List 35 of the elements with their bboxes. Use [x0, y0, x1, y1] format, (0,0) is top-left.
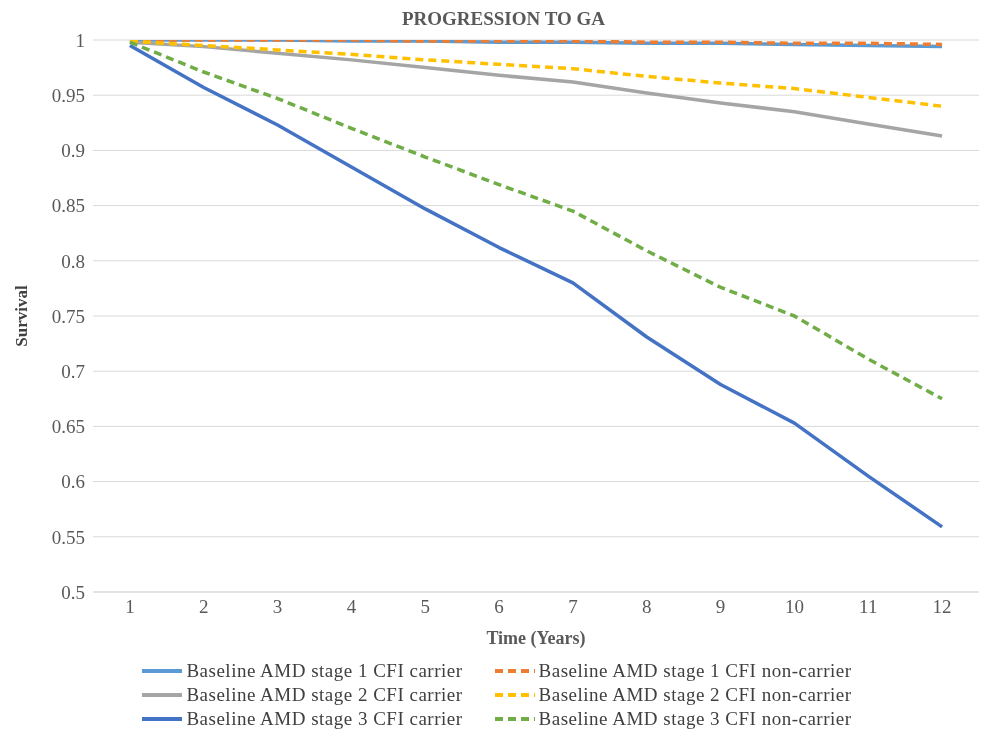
line-series [128, 40, 944, 108]
legend-label: Baseline AMD stage 3 CFI non-carrier [538, 708, 852, 730]
x-tick-label: 6 [494, 596, 504, 618]
y-tick-label: 0.8 [61, 250, 85, 272]
x-tick-label: 10 [784, 596, 804, 618]
legend-label: Baseline AMD stage 2 CFI non-carrier [538, 684, 852, 706]
y-tick-label: 0.85 [51, 195, 85, 217]
y-tick-label: 0.5 [61, 581, 85, 603]
x-tick-label: 4 [346, 596, 357, 618]
x-tick-label: 1 [125, 596, 135, 618]
y-tick-label: 0.9 [61, 140, 85, 162]
legend-label: Baseline AMD stage 2 CFI carrier [186, 684, 463, 706]
x-tick-label: 12 [932, 596, 952, 618]
legend-label: Baseline AMD stage 1 CFI carrier [186, 660, 463, 682]
x-tick-label: 11 [859, 596, 878, 618]
x-tick-label: 7 [568, 596, 578, 618]
x-tick-label: 9 [715, 596, 726, 618]
y-tick-label: 0.95 [51, 84, 85, 106]
y-axis-title: Survival [12, 285, 32, 347]
legend-label: Baseline AMD stage 3 CFI carrier [186, 708, 463, 730]
x-tick-label: 8 [642, 596, 652, 618]
y-tick-label: 0.7 [61, 360, 85, 382]
line-series [128, 40, 944, 401]
x-tick-label: 2 [199, 596, 209, 618]
y-tick-label: 0.6 [61, 471, 85, 493]
y-tick-label: 0.75 [51, 305, 85, 327]
x-axis-title: Time (Years) [486, 628, 586, 649]
y-tick-label: 0.55 [51, 526, 85, 548]
y-tick-label: 1 [75, 29, 85, 51]
x-tick-label: 5 [420, 596, 430, 618]
legend-label: Baseline AMD stage 1 CFI non-carrier [538, 660, 852, 682]
x-tick-label: 3 [272, 596, 283, 618]
line-series [128, 43, 944, 529]
y-tick-label: 0.65 [51, 416, 85, 438]
chart-title: PROGRESSION TO GA [400, 8, 607, 30]
